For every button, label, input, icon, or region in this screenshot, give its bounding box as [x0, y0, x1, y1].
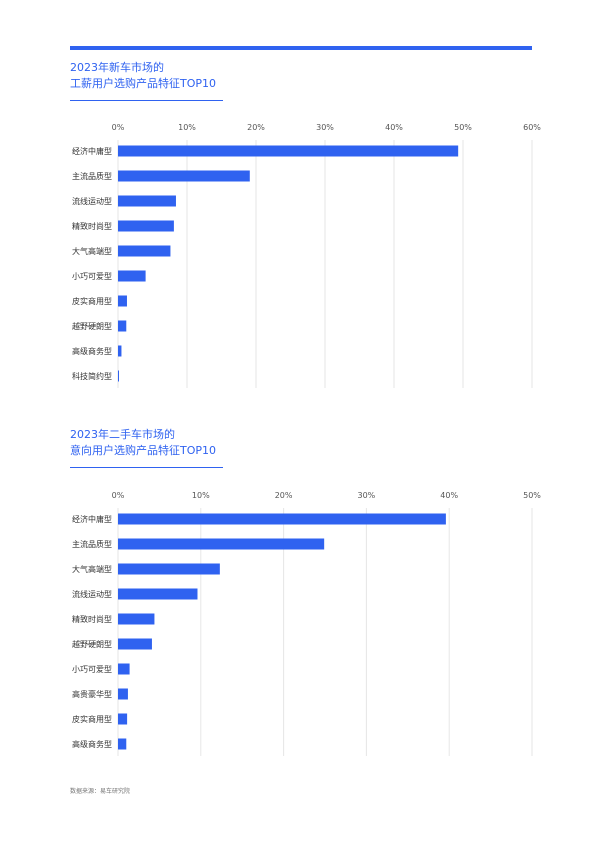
x-tick-label: 0%	[112, 491, 125, 500]
x-tick-label: 40%	[440, 491, 458, 500]
bar	[118, 638, 152, 650]
x-tick-label: 30%	[316, 123, 334, 132]
bar	[118, 370, 119, 382]
bar	[118, 320, 127, 332]
chart-2-title-line-2: 意向用户选购产品特征TOP10	[70, 444, 217, 457]
bar	[118, 170, 250, 182]
category-label: 高贵豪华型	[72, 689, 112, 699]
category-label: 越野硬朗型	[72, 639, 112, 649]
bar	[118, 513, 446, 525]
top-accent-rule	[70, 46, 532, 50]
x-tick-label: 20%	[275, 491, 293, 500]
category-label: 流线运动型	[72, 589, 112, 599]
bar	[118, 588, 198, 600]
bar	[118, 220, 174, 232]
category-label: 经济中庸型	[72, 146, 112, 156]
bar	[118, 345, 122, 357]
chart-1-title-underline	[70, 100, 223, 101]
x-tick-label: 10%	[178, 123, 196, 132]
chart-1-svg: 0% 10% 20% 30% 40% 50% 60% 经济中庸型主流品质型流线运动型精致时尚型…	[72, 123, 541, 388]
chart-2-svg: 0% 10% 20% 30% 40% 50% 经济中庸型主流品质型大气高端型流线运动型精致时…	[72, 491, 541, 756]
category-label: 流线运动型	[72, 196, 112, 206]
x-tick-label: 0%	[112, 123, 125, 132]
bar	[118, 195, 176, 207]
category-label: 高级商务型	[72, 739, 112, 749]
category-label: 小巧可爱型	[72, 665, 112, 674]
category-label: 越野硬朗型	[72, 321, 112, 331]
bar	[118, 713, 128, 725]
chart-2-title-line-1: 2023年二手车市场的	[70, 428, 175, 441]
chart-2-title: 2023年二手车市场的 意向用户选购产品特征TOP10	[70, 427, 270, 459]
bar	[118, 270, 146, 282]
bar	[118, 145, 459, 157]
x-tick-label: 40%	[385, 123, 403, 132]
category-label: 皮实商用型	[72, 714, 112, 724]
bar	[118, 538, 325, 550]
x-tick-label: 60%	[523, 123, 541, 132]
chart-2: 0% 10% 20% 30% 40% 50% 经济中庸型主流品质型大气高端型流线运动型精致时…	[0, 486, 600, 756]
x-tick-label: 10%	[192, 491, 210, 500]
category-label: 科技简约型	[72, 371, 112, 381]
category-label: 大气高端型	[72, 564, 112, 574]
category-label: 主流品质型	[72, 171, 112, 181]
category-label: 经济中庸型	[72, 514, 112, 524]
x-tick-label: 30%	[358, 491, 376, 500]
bar	[118, 563, 220, 575]
bar	[118, 613, 155, 625]
bar	[118, 688, 128, 700]
x-tick-label: 50%	[454, 123, 472, 132]
x-tick-label: 20%	[247, 123, 265, 132]
category-label: 小巧可爱型	[72, 272, 112, 281]
chart-1-title-line-2: 工薪用户选购产品特征TOP10	[70, 77, 217, 90]
bar	[118, 295, 127, 307]
chart-1-title-line-1: 2023年新车市场的	[70, 61, 164, 74]
category-label: 精致时尚型	[72, 221, 112, 231]
source-note: 数据来源：易车研究院	[70, 788, 131, 795]
category-label: 高级商务型	[72, 346, 112, 356]
category-label: 精致时尚型	[72, 614, 112, 624]
bar	[118, 245, 171, 257]
chart-1: 0% 10% 20% 30% 40% 50% 60% 经济中庸型主流品质型流线运动型精致时尚型…	[0, 118, 600, 388]
bar	[118, 663, 130, 675]
category-label: 皮实商用型	[72, 296, 112, 306]
category-label: 大气高端型	[72, 246, 112, 256]
chart-1-title: 2023年新车市场的 工薪用户选购产品特征TOP10	[70, 60, 270, 92]
category-label: 主流品质型	[72, 539, 112, 549]
x-tick-label: 50%	[523, 491, 541, 500]
bar	[118, 738, 127, 750]
chart-2-title-underline	[70, 467, 223, 468]
